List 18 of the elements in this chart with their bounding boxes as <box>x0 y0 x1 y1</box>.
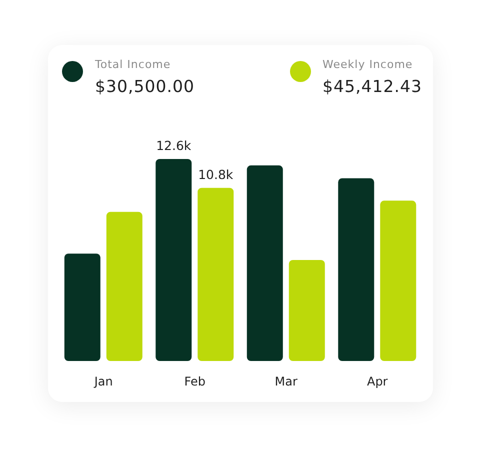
x-tick-label: Mar <box>274 374 298 389</box>
data-label: 10.8k <box>198 166 234 182</box>
text: $30,500.00 <box>95 77 194 96</box>
x-tick-label: Feb <box>184 374 206 389</box>
bar <box>64 254 100 361</box>
legend-label: Weekly Income <box>322 58 414 71</box>
bar <box>380 200 416 361</box>
bar <box>246 165 283 361</box>
x-tick-label: Jan <box>93 374 113 389</box>
bar <box>106 212 142 361</box>
x-tick-label: Apr <box>366 374 388 389</box>
bar <box>156 159 192 361</box>
text: $45,412.43 <box>322 77 422 96</box>
data-label: 12.6k <box>156 138 192 153</box>
bar <box>198 188 234 361</box>
legend-label: Total Income <box>95 58 172 71</box>
bar <box>288 260 325 361</box>
bar <box>338 178 374 361</box>
